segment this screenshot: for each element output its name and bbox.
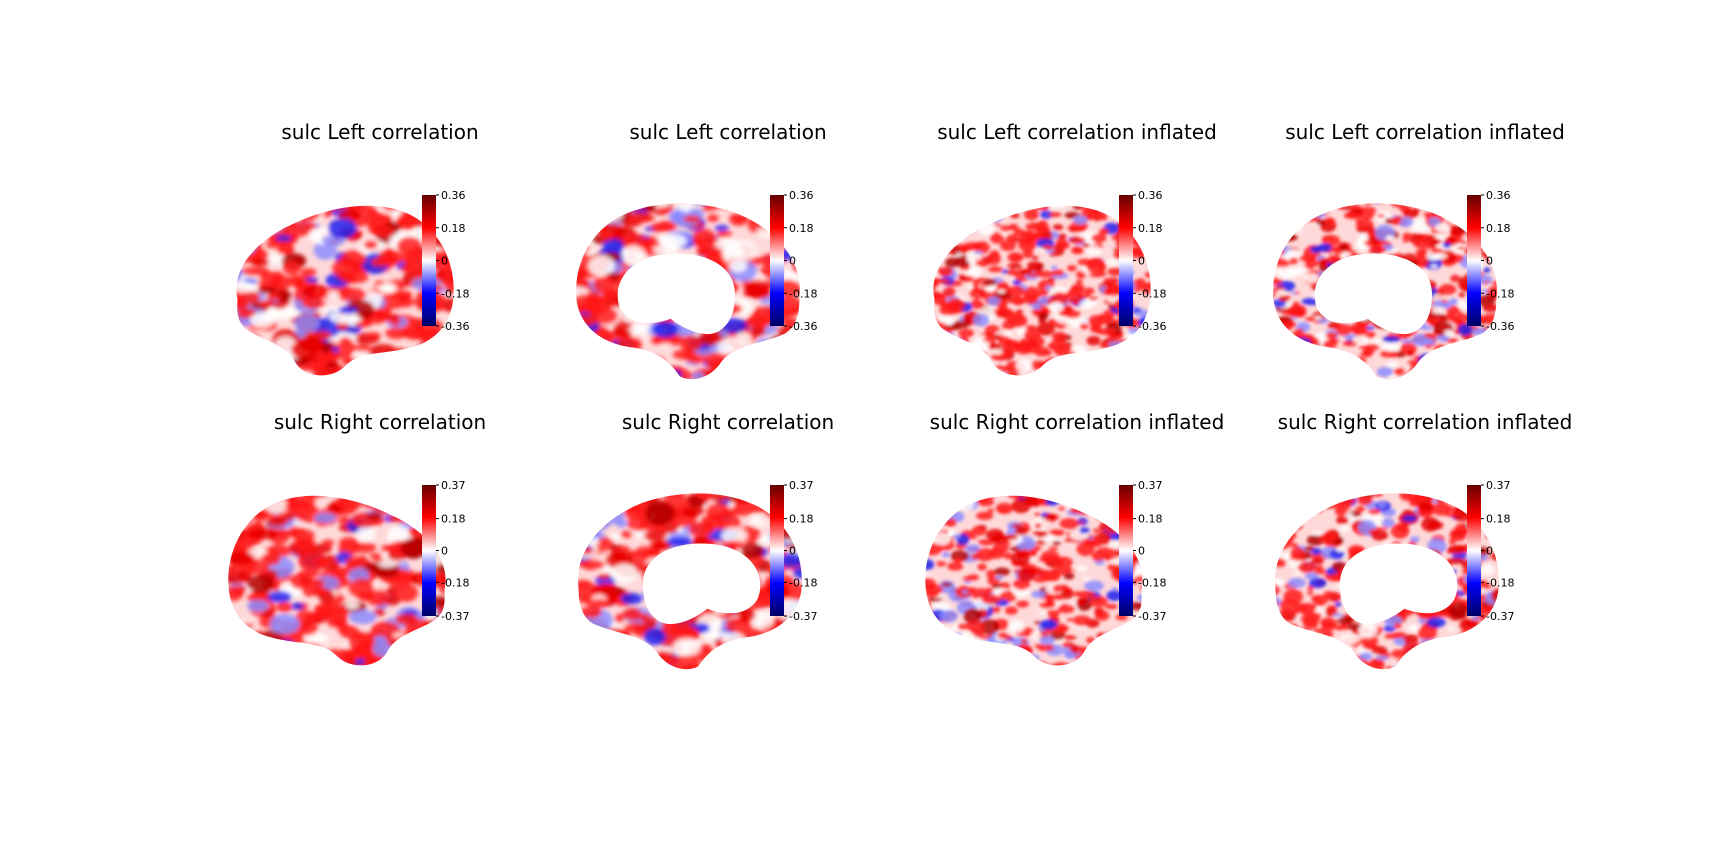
brain-surface-right-medial: [1275, 493, 1499, 670]
colorbar-gradient: [1119, 195, 1133, 326]
colorbar-tick-label: 0: [441, 545, 448, 558]
colorbar-tick-label: -0.18: [789, 287, 817, 300]
brain-surface-right-medial: [578, 493, 802, 670]
colorbar-tick-label: -0.36: [789, 320, 817, 333]
colorbar-gradient: [1467, 485, 1481, 616]
colorbar-tick-label: 0.18: [441, 513, 466, 526]
colorbar-tick-label: 0.37: [789, 479, 814, 492]
colorbar-tick-label: -0.18: [1138, 576, 1166, 589]
panel-title: sulc Right correlation inflated: [1277, 410, 1573, 434]
colorbar: 0.36 0.18 0 -0.18 -0.36: [422, 189, 469, 333]
colorbar-tick-label: -0.37: [1486, 610, 1514, 623]
colorbar-tick-label: -0.18: [789, 576, 817, 589]
colorbar-gradient: [1119, 485, 1133, 616]
colorbar-tick-label: -0.36: [1138, 320, 1166, 333]
panel-left-medial-pial: sulc Left correlation 0.36 0.18 0 -0.18 -0.36: [554, 120, 902, 410]
colorbar-gradient: [422, 485, 436, 616]
colorbar: 0.37 0.18 0 -0.18 -0.37: [770, 479, 817, 623]
panel-title: sulc Right correlation: [273, 410, 487, 434]
colorbar: 0.37 0.18 0 -0.18 -0.37: [1119, 479, 1166, 623]
colorbar-tick-label: 0.18: [1138, 222, 1163, 235]
panel-left-lateral-inflated: sulc Left correlation inflated 0.36 0.18 0 -…: [903, 120, 1251, 410]
colorbar-tick-label: 0: [1486, 545, 1493, 558]
colorbar-tick-label: -0.18: [1486, 287, 1514, 300]
panel-title: sulc Left correlation inflated: [937, 120, 1217, 144]
panel-right-medial-inflated: sulc Right correlation inflated 0.37 0.18 0…: [1251, 410, 1599, 700]
colorbar-tick-label: -0.18: [1138, 287, 1166, 300]
colorbar: 0.36 0.18 0 -0.18 -0.36: [1119, 189, 1166, 333]
colorbar-tick-label: 0: [441, 255, 448, 268]
colorbar-tick-label: 0.18: [441, 222, 466, 235]
colorbar: 0.37 0.18 0 -0.18 -0.37: [1467, 479, 1514, 623]
colorbar-gradient: [422, 195, 436, 326]
colorbar-tick-label: -0.18: [1486, 576, 1514, 589]
colorbar-tick-label: 0.18: [1486, 513, 1511, 526]
brain-surface-left-lateral: [933, 205, 1151, 376]
colorbar: 0.37 0.18 0 -0.18 -0.37: [422, 479, 469, 623]
colorbar-gradient: [770, 485, 784, 616]
colorbar-tick-label: 0: [1138, 545, 1145, 558]
colorbar-tick-label: 0.18: [789, 513, 814, 526]
panel-title: sulc Left correlation inflated: [1285, 120, 1565, 144]
brain-surface-right-lateral: [228, 495, 446, 666]
colorbar-tick-label: 0.18: [1486, 222, 1511, 235]
colorbar-tick-label: 0.37: [1138, 479, 1163, 492]
colorbar-tick-label: -0.37: [1138, 610, 1166, 623]
colorbar-tick-label: 0: [789, 255, 796, 268]
colorbar: 0.36 0.18 0 -0.18 -0.36: [1467, 189, 1514, 333]
colorbar-tick-label: 0.37: [1486, 479, 1511, 492]
colorbar-tick-label: -0.18: [441, 287, 469, 300]
panel-title: sulc Right correlation: [621, 410, 835, 434]
panel-right-lateral-inflated: sulc Right correlation inflated 0.37 0.18 0…: [903, 410, 1251, 700]
colorbar-gradient: [770, 195, 784, 326]
colorbar-tick-label: 0.18: [789, 222, 814, 235]
panel-title: sulc Left correlation: [281, 120, 479, 144]
colorbar-tick-label: 0: [789, 545, 796, 558]
colorbar-tick-label: -0.36: [441, 320, 469, 333]
panel-title: sulc Right correlation inflated: [929, 410, 1225, 434]
colorbar-tick-label: -0.37: [441, 610, 469, 623]
colorbar-tick-label: 0: [1138, 255, 1145, 268]
colorbar-tick-label: -0.37: [789, 610, 817, 623]
colorbar-tick-label: 0: [1486, 255, 1493, 268]
panel-left-medial-inflated: sulc Left correlation inflated 0.36 0.18 0 -…: [1251, 120, 1599, 410]
colorbar-tick-label: -0.36: [1486, 320, 1514, 333]
brain-surface-right-lateral: [925, 495, 1143, 666]
colorbar-tick-label: -0.18: [441, 576, 469, 589]
colorbar-tick-label: 0.36: [1138, 189, 1163, 202]
panel-right-lateral-pial: sulc Right correlation 0.37 0.18 0 -0.18 -0.3…: [206, 410, 554, 700]
panel-title: sulc Left correlation: [629, 120, 827, 144]
brain-surface-left-medial: [576, 203, 800, 380]
colorbar-tick-label: 0.36: [1486, 189, 1511, 202]
brain-surface-left-lateral: [236, 205, 454, 376]
colorbar-gradient: [1467, 195, 1481, 326]
colorbar-tick-label: 0.36: [441, 189, 466, 202]
colorbar-tick-label: 0.36: [789, 189, 814, 202]
colorbar-tick-label: 0.18: [1138, 513, 1163, 526]
panel-left-lateral-pial: sulc Left correlation 0.36 0.18 0 -0.18 -0.36: [206, 120, 554, 410]
panel-right-medial-pial: sulc Right correlation 0.37 0.18 0 -0.18 -0.3…: [554, 410, 902, 700]
brain-surface-left-medial: [1273, 203, 1497, 380]
colorbar-tick-label: 0.37: [441, 479, 466, 492]
colorbar: 0.36 0.18 0 -0.18 -0.36: [770, 189, 817, 333]
